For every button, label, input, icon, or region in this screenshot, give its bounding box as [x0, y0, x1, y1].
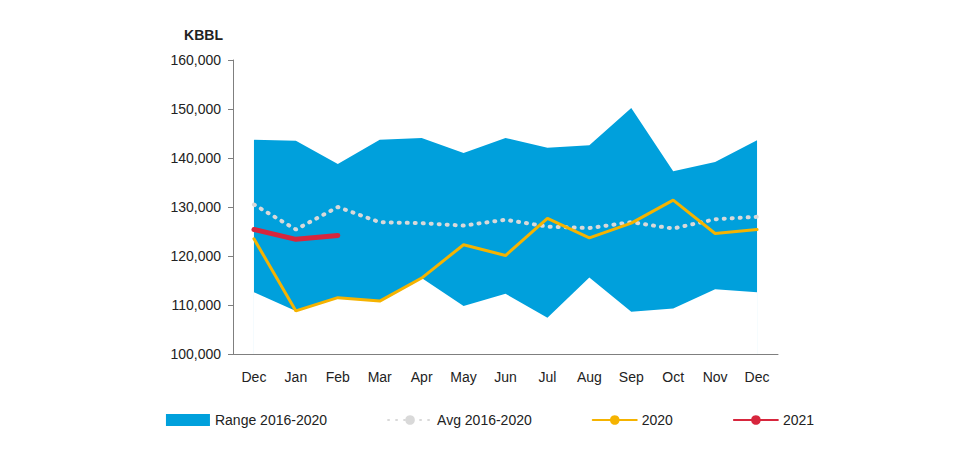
svg-text:Jan: Jan [285, 369, 308, 385]
svg-text:Apr: Apr [411, 369, 433, 385]
svg-text:KBBL: KBBL [184, 27, 223, 43]
svg-text:Oct: Oct [662, 369, 684, 385]
svg-text:140,000: 140,000 [170, 150, 221, 166]
svg-text:Dec: Dec [745, 369, 770, 385]
svg-text:Feb: Feb [326, 369, 350, 385]
svg-text:Dec: Dec [242, 369, 267, 385]
svg-text:Range 2016-2020: Range 2016-2020 [215, 412, 327, 428]
svg-text:Nov: Nov [703, 369, 728, 385]
svg-text:Sep: Sep [619, 369, 644, 385]
svg-text:Jun: Jun [494, 369, 517, 385]
svg-text:120,000: 120,000 [170, 248, 221, 264]
svg-text:Mar: Mar [368, 369, 392, 385]
svg-text:130,000: 130,000 [170, 199, 221, 215]
svg-text:110,000: 110,000 [171, 297, 221, 313]
svg-text:Avg 2016-2020: Avg 2016-2020 [437, 412, 532, 428]
svg-text:Jul: Jul [538, 369, 556, 385]
svg-text:150,000: 150,000 [170, 101, 221, 117]
svg-text:Aug: Aug [577, 369, 602, 385]
svg-text:2020: 2020 [642, 412, 673, 428]
svg-text:160,000: 160,000 [170, 52, 221, 68]
svg-text:May: May [450, 369, 476, 385]
svg-text:2021: 2021 [783, 412, 814, 428]
svg-text:100,000: 100,000 [170, 346, 221, 362]
